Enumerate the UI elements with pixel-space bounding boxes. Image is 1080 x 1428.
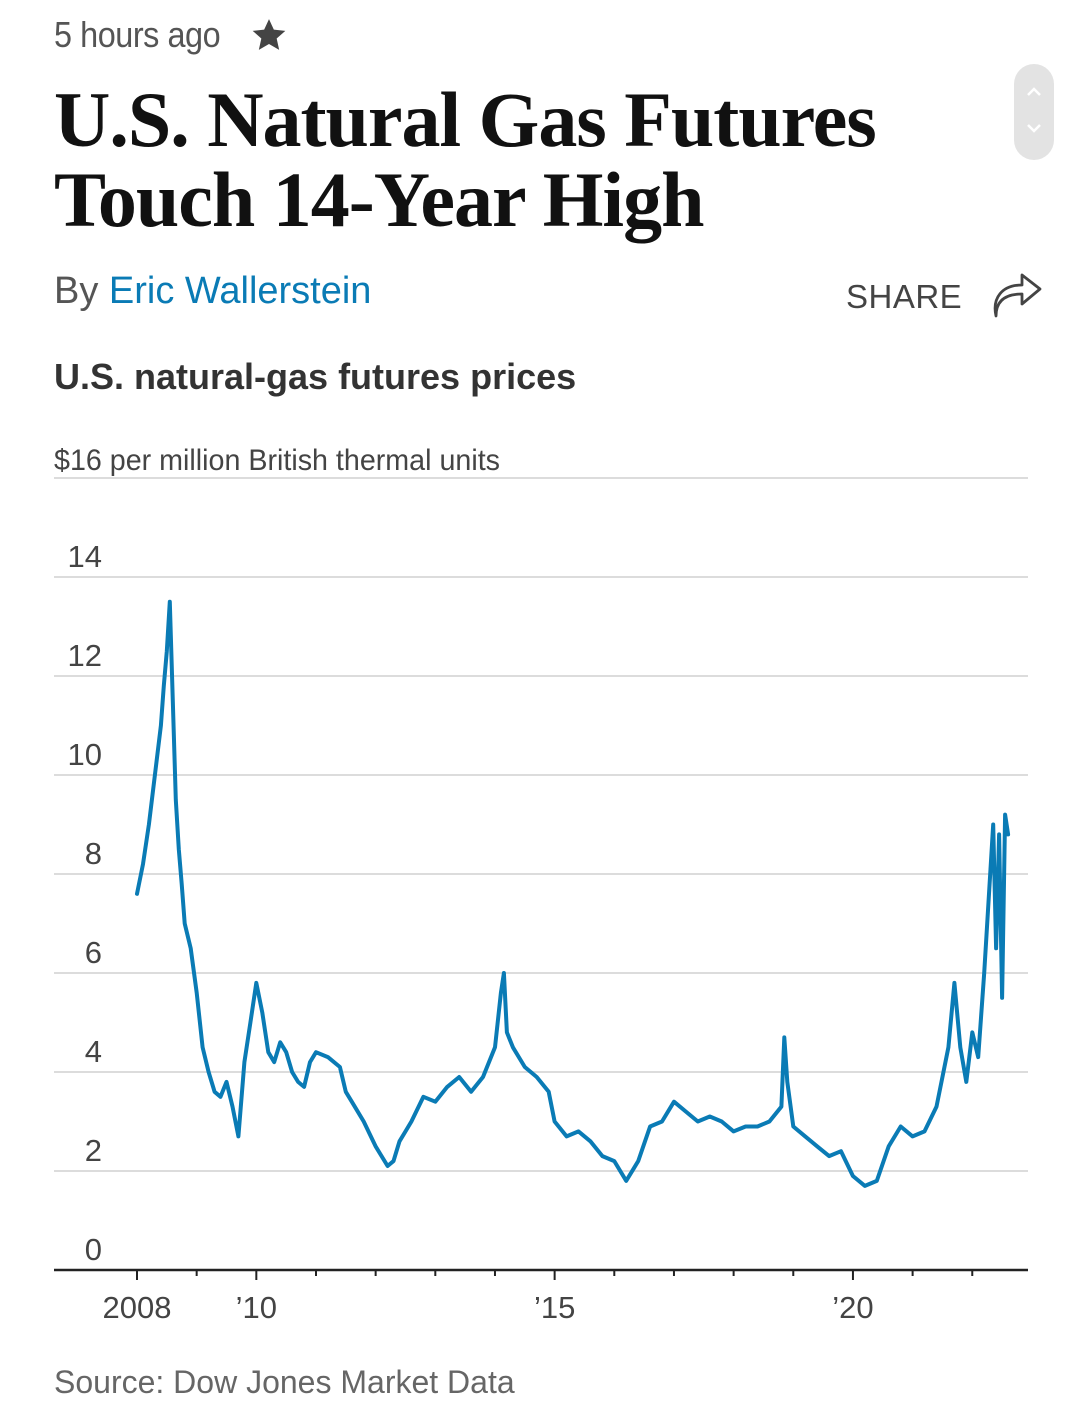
x-tick-label: ’15 [534, 1290, 575, 1325]
scroll-control[interactable] [1014, 64, 1054, 160]
timestamp: 5 hours ago [54, 14, 221, 55]
source-note: Source: Dow Jones Market Data [54, 1364, 515, 1400]
y-tick-label: 4 [85, 1034, 102, 1069]
y-axis-label: $16 per million British thermal units [54, 444, 500, 477]
series-line [135, 599, 1011, 1188]
headline: U.S. Natural Gas Futures Touch 14-Year H… [54, 76, 877, 243]
x-tick-label: ’20 [832, 1290, 873, 1325]
star-icon[interactable] [249, 15, 289, 55]
x-tick-label: ’10 [236, 1290, 277, 1325]
y-tick-label: 12 [68, 638, 102, 673]
byline: By Eric Wallerstein [54, 270, 371, 313]
byline-prefix: By [54, 270, 109, 312]
line-chart: $16 per million British thermal units 0 2 4… [54, 444, 1028, 1325]
chart-title: U.S. natural-gas futures prices [54, 356, 577, 397]
y-tick-label: 8 [85, 836, 102, 871]
y-tick-label: 2 [85, 1133, 102, 1168]
share-button[interactable]: SHARE [846, 272, 1044, 322]
x-tick-label: 2008 [103, 1290, 172, 1325]
article-meta: 5 hours ago [54, 14, 289, 56]
chevron-down-icon[interactable] [1026, 122, 1042, 134]
y-tick-label: 10 [68, 737, 102, 772]
author-link[interactable]: Eric Wallerstein [108, 270, 372, 312]
y-tick-label: 6 [85, 935, 102, 970]
share-label: SHARE [846, 278, 963, 315]
y-tick-label: 0 [85, 1232, 102, 1267]
share-arrow-icon[interactable] [988, 272, 1044, 322]
y-tick-label: 14 [68, 539, 102, 574]
chevron-up-icon[interactable] [1026, 86, 1042, 98]
